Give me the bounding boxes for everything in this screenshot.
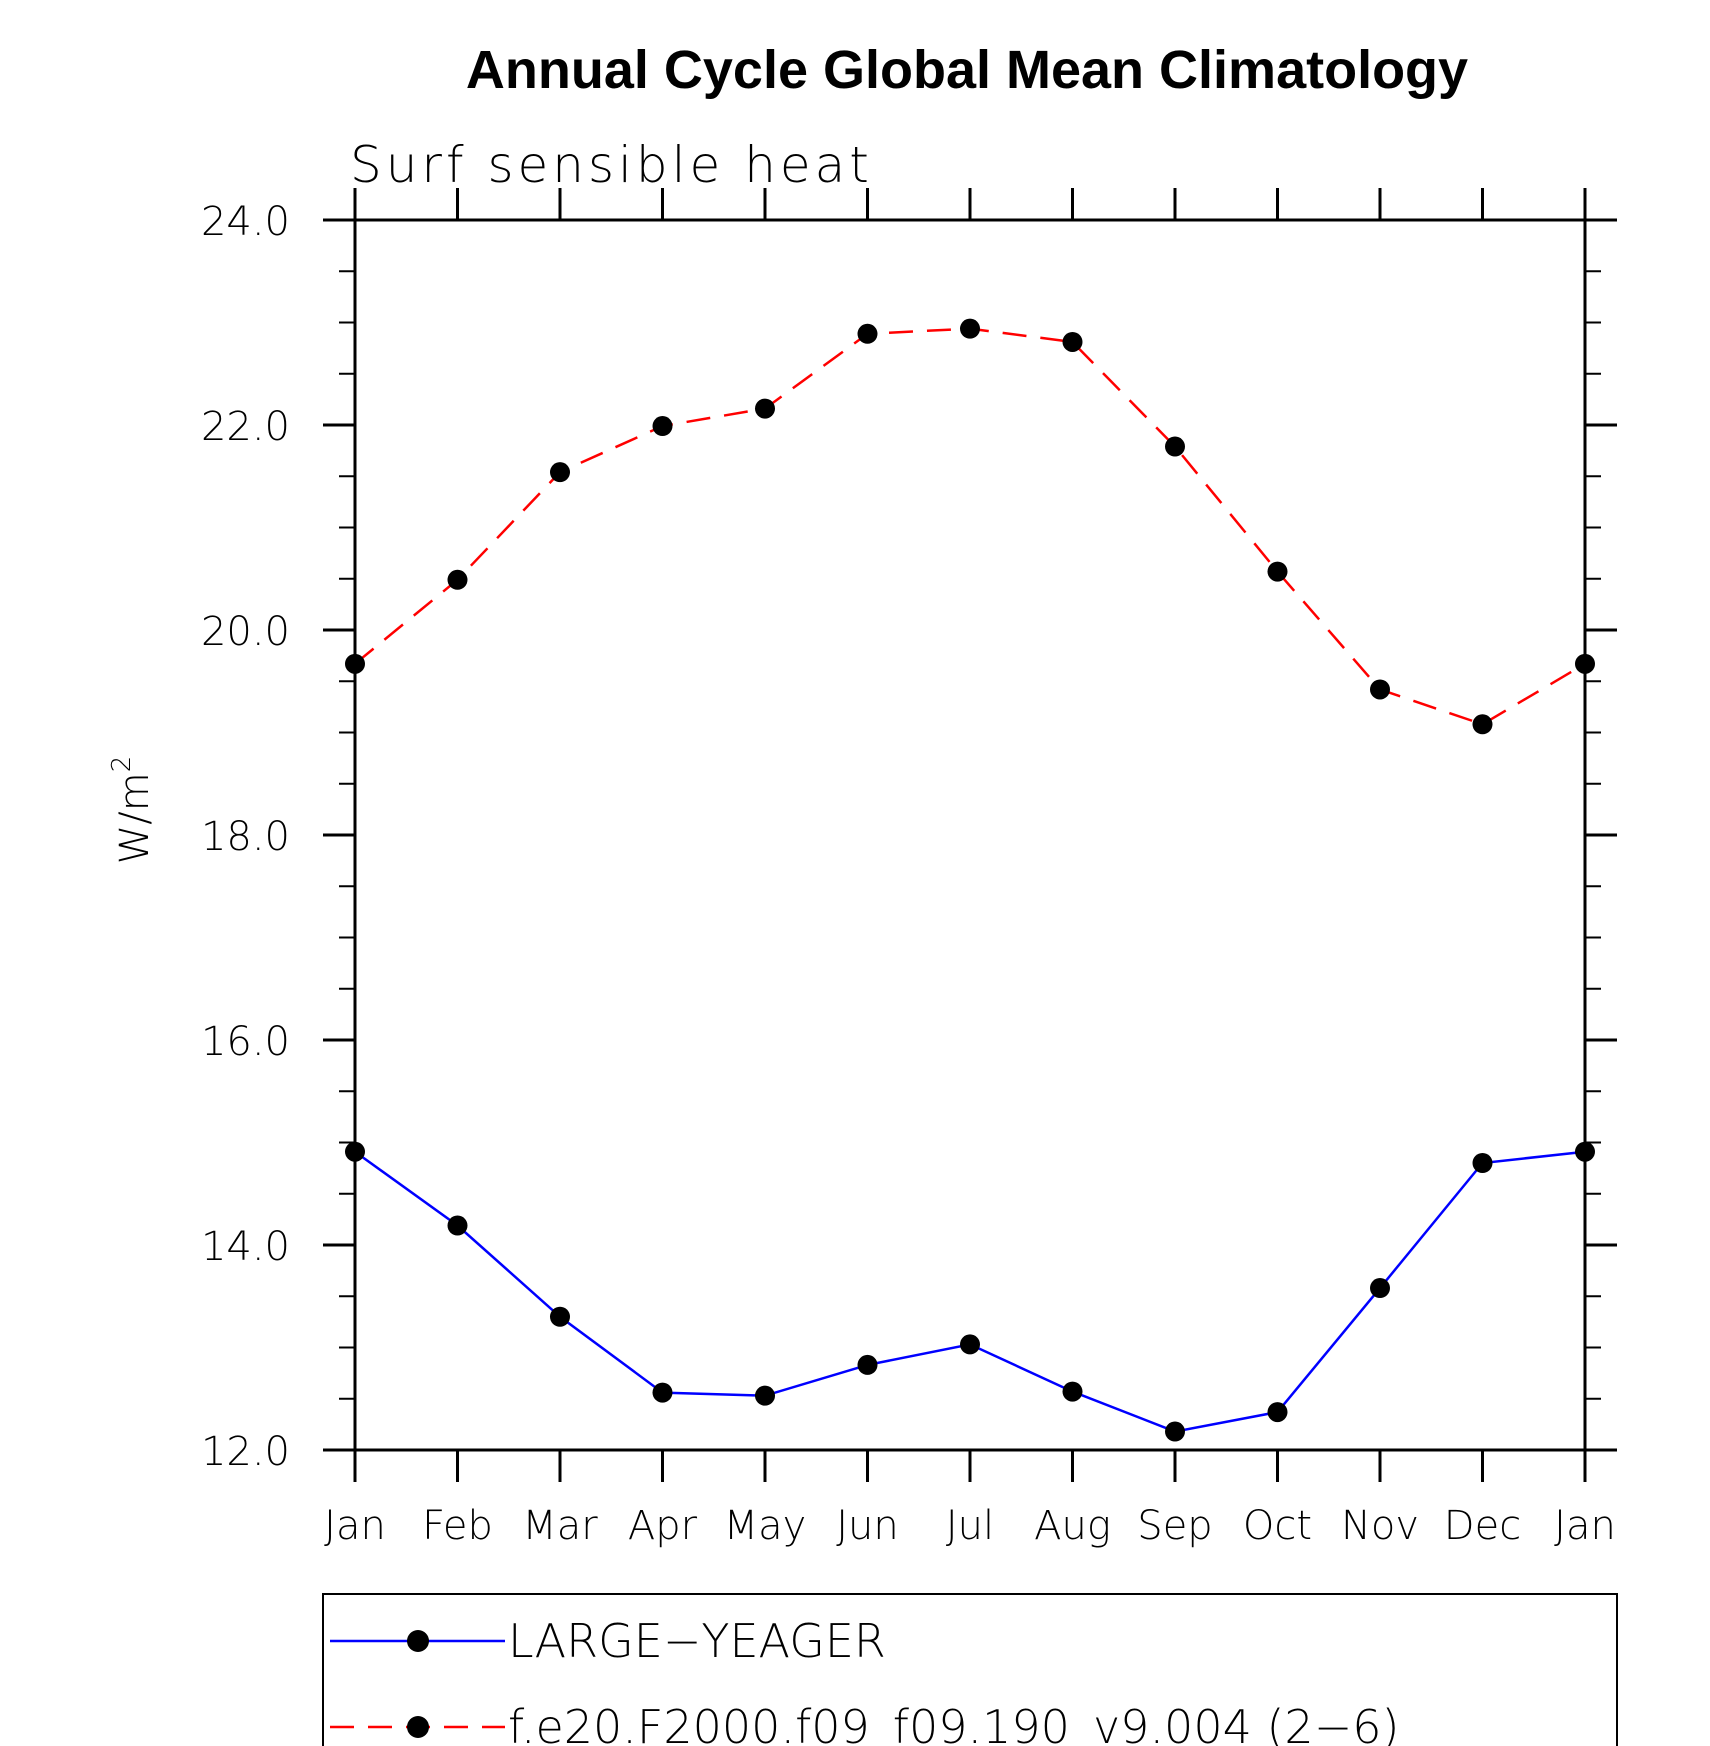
series-1-point-6: [960, 318, 980, 339]
y-axis-label: W/m2: [107, 756, 158, 865]
y-tick-label-4: 20.0: [201, 609, 290, 655]
series-1-point-5: [857, 323, 878, 344]
series-0-point-8: [1165, 1421, 1185, 1442]
legend-label-large-yeager: LARGE−YEAGER: [508, 1614, 886, 1668]
x-tick-label-may-4: May: [724, 1503, 807, 1549]
legend-box: [322, 1593, 1618, 1746]
legend-marker-large-yeager: [407, 1630, 429, 1652]
x-tick-label-jan-12: Jan: [1554, 1503, 1616, 1549]
y-axis-label-text: W/m: [112, 772, 158, 864]
chart-title: Annual Cycle Global Mean Climatology: [466, 40, 1468, 100]
legend: LARGE−YEAGER f.e20.F2000.f09_f09.190_v9.…: [322, 1593, 1618, 1746]
svg-text:W/m2: W/m2: [107, 756, 158, 865]
y-tick-label-5: 22.0: [201, 404, 290, 450]
y-tick-label-1: 14.0: [201, 1224, 290, 1270]
y-axis-label-superscript: 2: [107, 756, 137, 773]
series-lines: [354, 327, 1586, 1433]
series-1-point-2: [550, 462, 570, 483]
series-1-point-1: [447, 569, 468, 590]
x-tick-label-apr-3: Apr: [628, 1503, 698, 1549]
series-1-point-8: [1165, 436, 1185, 457]
x-tick-label-feb-1: Feb: [422, 1503, 493, 1549]
legend-marker-f-e20: [407, 1716, 429, 1738]
series-1-point-7: [1062, 331, 1083, 352]
series-1-point-10: [1370, 679, 1390, 700]
series-line-1: [354, 327, 1586, 726]
y-tick-label-6: 24.0: [201, 199, 290, 245]
x-tick-label-nov-10: Nov: [1341, 1503, 1419, 1549]
series-0-point-3: [652, 1382, 673, 1403]
series-0-point-1: [447, 1215, 468, 1236]
x-tick-label-dec-11: Dec: [1444, 1503, 1521, 1549]
series-points: [345, 318, 1595, 1442]
x-tick-label-jul-6: Jul: [946, 1503, 994, 1549]
x-tick-label-jan-0: Jan: [324, 1503, 386, 1549]
x-tick-label-jun-5: Jun: [836, 1503, 899, 1549]
x-tick-label-oct-9: Oct: [1243, 1503, 1312, 1549]
series-0-point-6: [960, 1334, 980, 1355]
axis-tick-labels: Jan Feb Mar Apr May Jun Jul Aug Sep Oct Nov Dec Jan 1…: [201, 199, 1616, 1549]
series-0-point-11: [1472, 1153, 1493, 1173]
series-1-point-4: [755, 398, 775, 419]
series-0-point-5: [857, 1354, 878, 1375]
legend-label-f-e20: f.e20.F2000.f09_f09.190_v9.004 (2−6): [508, 1700, 1399, 1746]
x-tick-label-mar-2: Mar: [522, 1503, 598, 1549]
series-0-point-10: [1370, 1278, 1390, 1299]
y-tick-label-0: 12.0: [201, 1429, 290, 1475]
series-0-point-4: [755, 1385, 775, 1406]
series-1-point-9: [1267, 561, 1288, 582]
y-tick-label-3: 18.0: [201, 814, 290, 860]
chart-subtitle: Surf sensible heat: [350, 136, 873, 194]
series-1-point-11: [1472, 714, 1493, 735]
series-0-point-9: [1267, 1402, 1288, 1423]
x-tick-label-sep-8: Sep: [1137, 1503, 1212, 1549]
series-0-point-2: [550, 1306, 570, 1327]
x-tick-label-aug-7: Aug: [1034, 1503, 1111, 1549]
axis-ticks: [323, 188, 1617, 1482]
y-tick-label-2: 16.0: [201, 1019, 290, 1065]
series-0-point-7: [1062, 1381, 1083, 1402]
series-line-0: [354, 1150, 1586, 1433]
plot-frame: [353, 218, 1587, 1452]
series-1-point-3: [652, 416, 673, 437]
